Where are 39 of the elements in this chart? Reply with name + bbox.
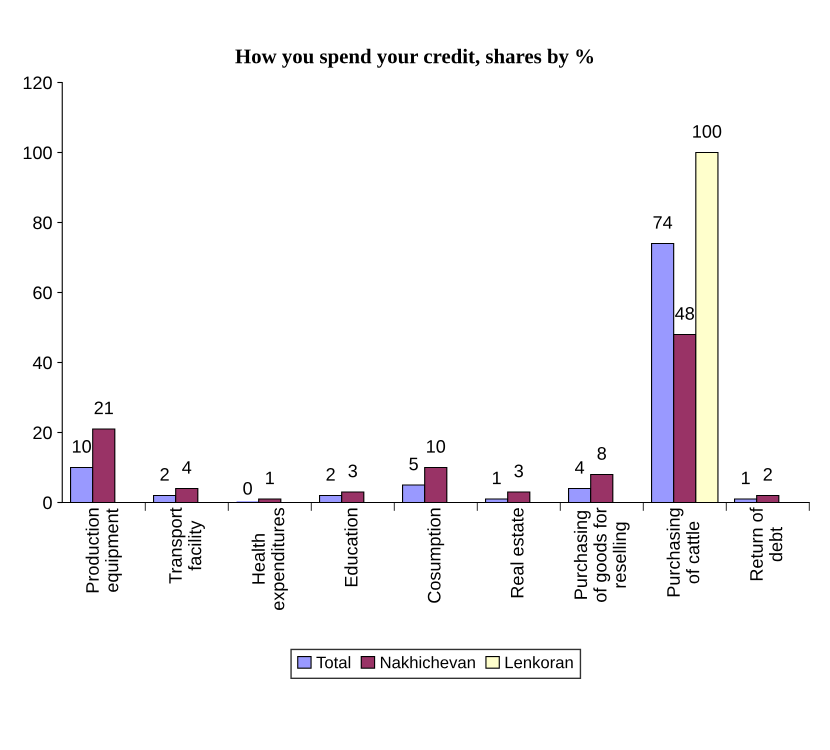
y-tick-label: 80 xyxy=(33,216,52,230)
data-label: 1 xyxy=(492,472,501,484)
data-label: 10 xyxy=(427,440,446,453)
data-label: 74 xyxy=(654,216,672,229)
data-label: 4 xyxy=(182,461,192,474)
data-label: 21 xyxy=(94,402,113,414)
data-label: 0 xyxy=(243,482,252,495)
data-label: 5 xyxy=(409,458,418,470)
data-label: 3 xyxy=(348,464,357,478)
legend-label: Nakhichevan xyxy=(380,656,475,668)
x-tick-label: Purchasing of cattle xyxy=(666,508,700,596)
chart-title: How you spend your credit, shares by % xyxy=(235,48,594,68)
data-label: 2 xyxy=(160,468,169,481)
data-label: 10 xyxy=(72,440,91,453)
legend-label: Lenkoran xyxy=(506,656,573,668)
x-tick-label: Health expenditures xyxy=(252,508,288,610)
data-label: 2 xyxy=(326,468,335,481)
y-tick-label: 0 xyxy=(43,496,52,510)
x-tick-label: Cosumption xyxy=(427,508,444,603)
y-tick-label: 100 xyxy=(24,146,52,160)
data-label: 100 xyxy=(693,125,722,138)
y-tick-label: 20 xyxy=(33,426,52,440)
data-label: 3 xyxy=(514,464,523,478)
legend-label: Total xyxy=(316,656,350,668)
x-tick-label: Real estate xyxy=(510,508,524,598)
data-label: 48 xyxy=(675,307,694,320)
data-label: 2 xyxy=(764,468,772,481)
x-tick-label: Return of debt xyxy=(750,507,782,580)
data-label: 1 xyxy=(266,472,274,484)
data-label: 4 xyxy=(575,461,584,474)
y-tick-label: 40 xyxy=(32,356,52,370)
y-tick-label: 60 xyxy=(33,286,52,300)
x-tick-label: Purchasing of goods for reselling xyxy=(574,508,630,602)
x-tick-label: Production equipment xyxy=(86,508,122,592)
x-tick-label: Transport facility xyxy=(169,507,205,584)
y-tick-label: 120 xyxy=(24,76,52,90)
data-label: 8 xyxy=(598,447,606,460)
data-label: 1 xyxy=(742,472,750,484)
x-tick-label: Education xyxy=(344,508,358,586)
